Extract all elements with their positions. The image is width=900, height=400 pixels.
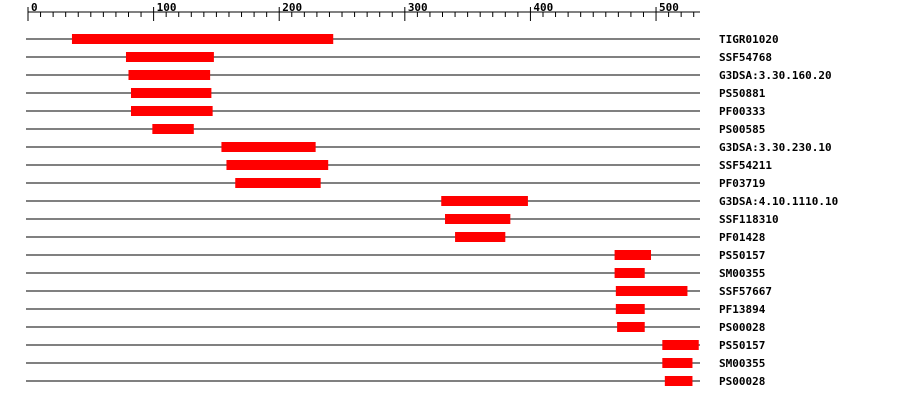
range-bar <box>130 88 212 98</box>
x-tick-label: 100 <box>157 1 177 14</box>
range-bar <box>128 70 211 80</box>
row-label: G3DSA:3.30.160.20 <box>719 69 832 82</box>
range-bar <box>235 178 321 188</box>
range-bar <box>152 124 194 134</box>
range-bar <box>664 376 693 386</box>
row-label: PS50881 <box>719 87 766 100</box>
row-label: PS00028 <box>719 375 765 388</box>
range-bar <box>125 52 214 62</box>
x-tick-label: 200 <box>282 1 302 14</box>
row-label: SSF57667 <box>719 285 772 298</box>
row-label: PS50157 <box>719 249 765 262</box>
row-label: PS00585 <box>719 123 765 136</box>
row-label: SSF54768 <box>719 51 772 64</box>
x-tick-label: 400 <box>533 1 553 14</box>
row-label: G3DSA:3.30.230.10 <box>719 141 832 154</box>
range-bar <box>662 358 693 368</box>
range-bar <box>226 160 329 170</box>
range-bar <box>662 340 699 350</box>
row-label: SM00355 <box>719 357 765 370</box>
range-bar <box>615 286 688 296</box>
range-bar <box>615 304 645 314</box>
range-bar <box>441 196 528 206</box>
row-label: SSF54211 <box>719 159 772 172</box>
row-label: TIGR01020 <box>719 33 779 46</box>
row-label: PS00028 <box>719 321 765 334</box>
range-bar <box>614 268 645 278</box>
row-label: PF13894 <box>719 303 766 316</box>
x-tick-label: 300 <box>408 1 428 14</box>
range-bar <box>614 250 652 260</box>
range-bar <box>71 34 334 44</box>
row-label: PF01428 <box>719 231 765 244</box>
range-bar <box>221 142 316 152</box>
range-bar <box>445 214 511 224</box>
row-label: SM00355 <box>719 267 765 280</box>
row-label: PF00333 <box>719 105 765 118</box>
x-tick-label: 0 <box>31 1 38 14</box>
x-tick-label: 500 <box>659 1 679 14</box>
row-label: SSF118310 <box>719 213 779 226</box>
row-label: PF03719 <box>719 177 765 190</box>
row-label: PS50157 <box>719 339 765 352</box>
range-bar <box>617 322 645 332</box>
range-bar <box>455 232 506 242</box>
range-bar <box>130 106 213 116</box>
row-label: G3DSA:4.10.1110.10 <box>719 195 838 208</box>
